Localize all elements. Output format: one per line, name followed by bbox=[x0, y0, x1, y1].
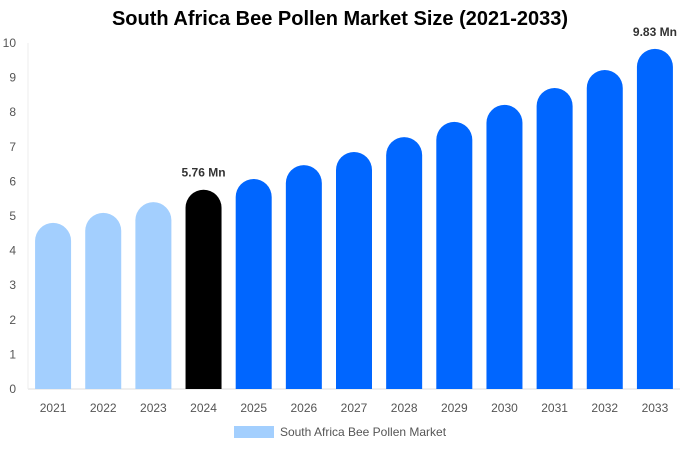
y-tick-label: 3 bbox=[9, 278, 16, 292]
bar-2030 bbox=[486, 104, 523, 390]
y-tick-label: 6 bbox=[9, 174, 16, 188]
x-tick-label: 2026 bbox=[290, 401, 317, 415]
bar-2025 bbox=[235, 178, 272, 389]
x-tick-label: 2031 bbox=[541, 401, 568, 415]
bar-2024 bbox=[185, 189, 222, 389]
legend-label: South Africa Bee Pollen Market bbox=[279, 425, 447, 439]
bar-2026 bbox=[285, 165, 322, 389]
bar-2033 bbox=[636, 48, 673, 389]
x-tick-label: 2028 bbox=[391, 401, 418, 415]
data-label: 5.76 Mn bbox=[182, 166, 226, 180]
y-tick-label: 10 bbox=[3, 36, 17, 50]
legend: South Africa Bee Pollen Market bbox=[0, 425, 680, 439]
x-tick-label: 2024 bbox=[190, 401, 217, 415]
y-tick-label: 7 bbox=[9, 140, 16, 154]
x-tick-label: 2033 bbox=[642, 401, 669, 415]
bar-2021 bbox=[35, 222, 72, 389]
x-tick-label: 2025 bbox=[240, 401, 267, 415]
bar-2028 bbox=[386, 137, 423, 389]
y-tick-label: 0 bbox=[9, 382, 16, 396]
x-tick-label: 2030 bbox=[491, 401, 518, 415]
y-tick-label: 9 bbox=[9, 71, 16, 85]
x-tick-label: 2032 bbox=[591, 401, 618, 415]
x-tick-label: 2022 bbox=[90, 401, 117, 415]
bar-2031 bbox=[536, 87, 573, 389]
bar-2022 bbox=[85, 212, 122, 389]
x-tick-label: 2029 bbox=[441, 401, 468, 415]
y-tick-label: 5 bbox=[9, 209, 16, 223]
y-tick-label: 8 bbox=[9, 105, 16, 119]
x-tick-label: 2023 bbox=[140, 401, 167, 415]
y-tick-label: 1 bbox=[9, 347, 16, 361]
x-tick-label: 2027 bbox=[341, 401, 368, 415]
bar-2029 bbox=[436, 121, 473, 389]
legend-swatch bbox=[233, 426, 274, 438]
y-tick-label: 4 bbox=[9, 244, 16, 258]
data-label: 9.83 Mn bbox=[633, 25, 677, 39]
y-tick-label: 2 bbox=[9, 313, 16, 327]
bar-2027 bbox=[336, 151, 372, 389]
chart-title: South Africa Bee Pollen Market Size (202… bbox=[111, 8, 569, 30]
x-tick-label: 2021 bbox=[40, 401, 67, 415]
bar-2032 bbox=[586, 69, 623, 389]
bar-2023 bbox=[135, 202, 172, 389]
